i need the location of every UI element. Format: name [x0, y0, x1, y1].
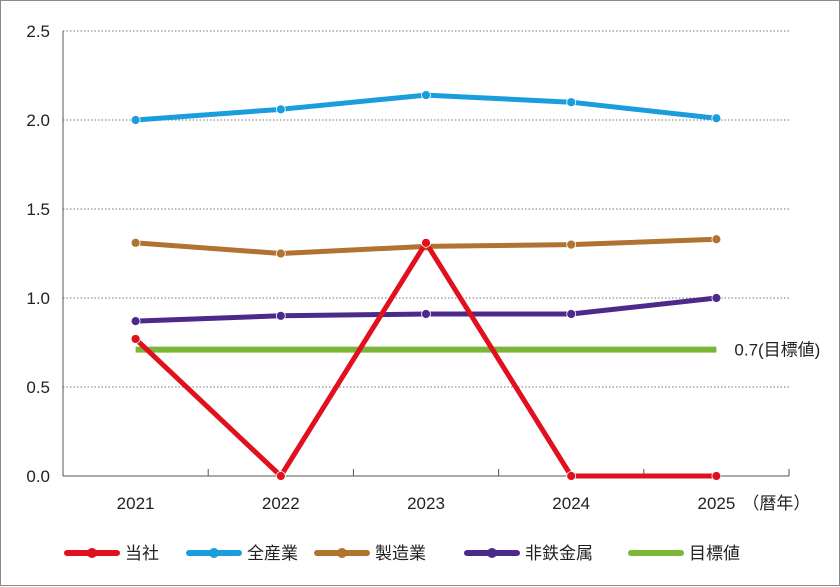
data-point [130, 237, 141, 248]
legend-label: 製造業 [375, 544, 426, 563]
data-point [275, 471, 286, 481]
legend-marker [87, 548, 97, 558]
data-point [275, 310, 286, 321]
legend-label: 当社 [125, 544, 159, 563]
data-point [421, 237, 431, 248]
x-tick-label: 2021 [117, 494, 155, 513]
data-point [566, 471, 577, 481]
legend-marker [209, 548, 219, 558]
y-tick-label: 2.0 [26, 111, 50, 130]
y-tick-label: 1.5 [26, 200, 50, 219]
legend-label: 全産業 [247, 544, 298, 563]
data-point [566, 309, 577, 319]
y-tick-label: 2.5 [26, 22, 50, 41]
data-point [711, 113, 722, 124]
legend-label: 非鉄金属 [525, 544, 593, 563]
data-point [566, 97, 577, 108]
x-tick-label: 2025 [697, 494, 735, 513]
x-tick-label: 2024 [552, 494, 590, 513]
series-lines [130, 90, 722, 481]
x-axis-unit: （暦年） [742, 494, 810, 513]
y-tick-label: 0.0 [26, 467, 50, 486]
x-tick-label: 2023 [407, 494, 445, 513]
data-point [130, 334, 141, 344]
legend: 当社 全産業 製造業 非鉄金属 目標値 [64, 544, 740, 563]
data-point [275, 248, 286, 259]
target-line: 0.7(目標値) [135, 341, 820, 360]
y-tick-label: 1.0 [26, 289, 50, 308]
data-point [421, 90, 431, 100]
x-tick-labels: 2021 2022 2023 2024 2025 （暦年） [117, 494, 811, 513]
series-line [133, 240, 719, 479]
data-point [711, 293, 722, 303]
data-point [711, 234, 722, 245]
gridlines [63, 30, 789, 388]
data-point [566, 239, 577, 250]
data-point [711, 471, 722, 481]
legend-label: 目標値 [689, 544, 740, 563]
data-point [130, 115, 141, 125]
data-point [275, 104, 286, 115]
y-tick-labels: 0.0 0.5 1.0 1.5 2.0 2.5 [26, 22, 50, 486]
legend-marker [337, 548, 347, 558]
data-point [130, 316, 141, 327]
y-tick-label: 0.5 [26, 378, 50, 397]
data-point [421, 309, 431, 319]
legend-marker [487, 548, 497, 558]
x-tick-label: 2022 [262, 494, 300, 513]
target-annotation: 0.7(目標値) [734, 341, 820, 360]
